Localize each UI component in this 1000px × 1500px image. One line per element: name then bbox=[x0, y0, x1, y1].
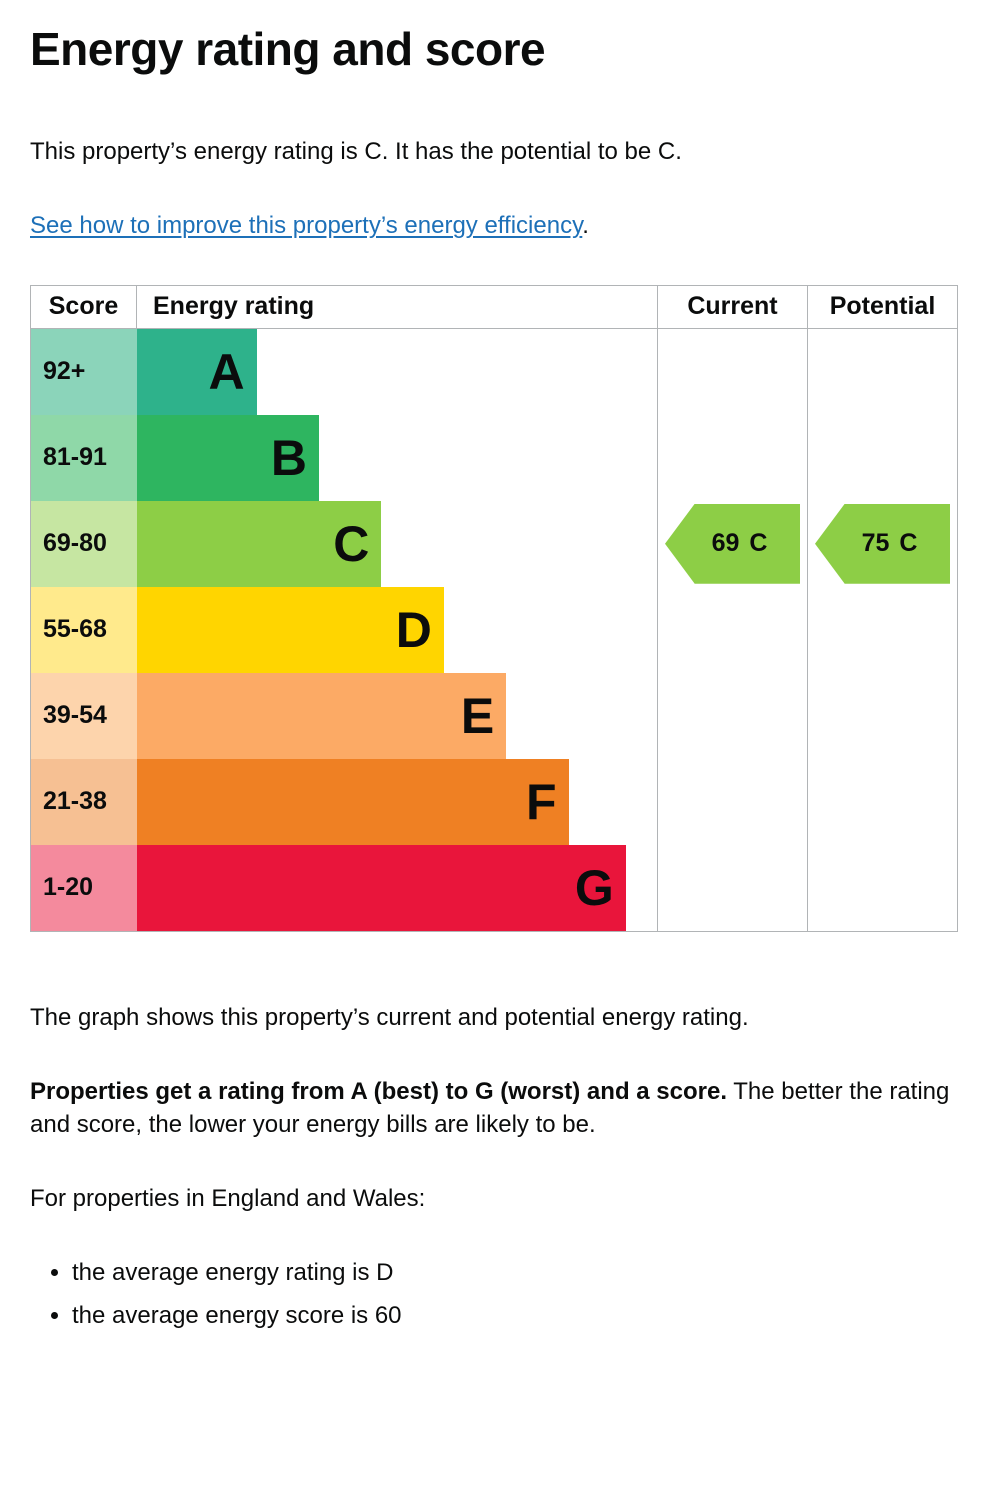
band-score-range: 1-20 bbox=[31, 844, 137, 931]
band-bar: D bbox=[137, 586, 444, 673]
band-bar: C bbox=[137, 500, 382, 587]
current-rating-arrow: 69 C bbox=[665, 503, 800, 584]
current-rating-column: 69 C bbox=[657, 328, 807, 931]
band-letter: F bbox=[526, 773, 557, 830]
band-score-range: 92+ bbox=[31, 328, 137, 415]
page-title: Energy rating and score bbox=[30, 23, 546, 75]
epc-band-rows: 92+ A 81-91 B 69-80 C 55-68 D 39-54 E 21-38 F 1-20 G bbox=[31, 328, 657, 931]
epc-chart-body: 92+ A 81-91 B 69-80 C 55-68 D 39-54 E 21-38 F 1-20 G … bbox=[31, 328, 957, 931]
improve-line: See how to improve this property’s energ… bbox=[30, 210, 964, 242]
epc-band-row: 1-20 G bbox=[31, 844, 657, 931]
rating-explanation-rest: The better the rating and score, the low… bbox=[30, 1078, 950, 1138]
header-current: Current bbox=[657, 285, 807, 328]
band-score-range: 55-68 bbox=[31, 586, 137, 673]
header-energy-rating: Energy rating bbox=[153, 292, 315, 321]
rating-explanation-bold: Properties get a rating from A (best) to… bbox=[30, 1078, 727, 1106]
band-bar: B bbox=[137, 414, 319, 501]
link-suffix: . bbox=[582, 212, 589, 240]
current-letter: C bbox=[749, 529, 768, 558]
header-score: Score bbox=[31, 285, 137, 328]
potential-letter: C bbox=[899, 529, 918, 558]
band-letter: E bbox=[460, 687, 495, 744]
band-bar: E bbox=[137, 672, 507, 759]
intro-text: This property’s energy rating is C. It h… bbox=[30, 138, 682, 165]
rating-explanation: Properties get a rating from A (best) to… bbox=[30, 1076, 964, 1141]
improve-efficiency-link[interactable]: See how to improve this property’s energ… bbox=[30, 212, 583, 240]
potential-rating-column: 75 C bbox=[807, 328, 957, 931]
epc-band-row: 81-91 B bbox=[31, 414, 657, 501]
potential-score: 75 bbox=[861, 529, 890, 558]
band-letter: A bbox=[208, 343, 245, 400]
band-bar: A bbox=[137, 328, 257, 415]
epc-band-row: 21-38 F bbox=[31, 758, 657, 845]
band-letter: C bbox=[333, 515, 370, 572]
header-potential: Potential bbox=[807, 285, 957, 328]
epc-chart-header: Score Energy rating Current Potential bbox=[31, 285, 957, 329]
band-letter: G bbox=[574, 859, 614, 916]
current-score: 69 bbox=[711, 529, 740, 558]
band-letter: D bbox=[395, 601, 432, 658]
epc-chart: Score Energy rating Current Potential 92… bbox=[30, 284, 958, 932]
average-list-item: the average energy score is 60 bbox=[72, 1300, 964, 1332]
region-heading: For properties in England and Wales: bbox=[30, 1184, 426, 1212]
band-score-range: 21-38 bbox=[31, 758, 137, 845]
epc-band-row: 92+ A bbox=[31, 328, 657, 415]
band-score-range: 39-54 bbox=[31, 672, 137, 759]
averages-list: the average energy rating is D the averag… bbox=[30, 1257, 964, 1332]
band-bar: G bbox=[137, 844, 626, 931]
band-letter: B bbox=[270, 429, 307, 486]
band-score-range: 81-91 bbox=[31, 414, 137, 501]
band-bar: F bbox=[137, 758, 569, 845]
epc-band-row: 39-54 E bbox=[31, 672, 657, 759]
band-score-range: 69-80 bbox=[31, 500, 137, 587]
average-list-item: the average energy rating is D bbox=[72, 1257, 964, 1289]
epc-band-row: 69-80 C bbox=[31, 500, 657, 587]
graph-caption: The graph shows this property’s current … bbox=[30, 1003, 749, 1031]
potential-rating-arrow: 75 C bbox=[815, 503, 950, 584]
epc-band-row: 55-68 D bbox=[31, 586, 657, 673]
